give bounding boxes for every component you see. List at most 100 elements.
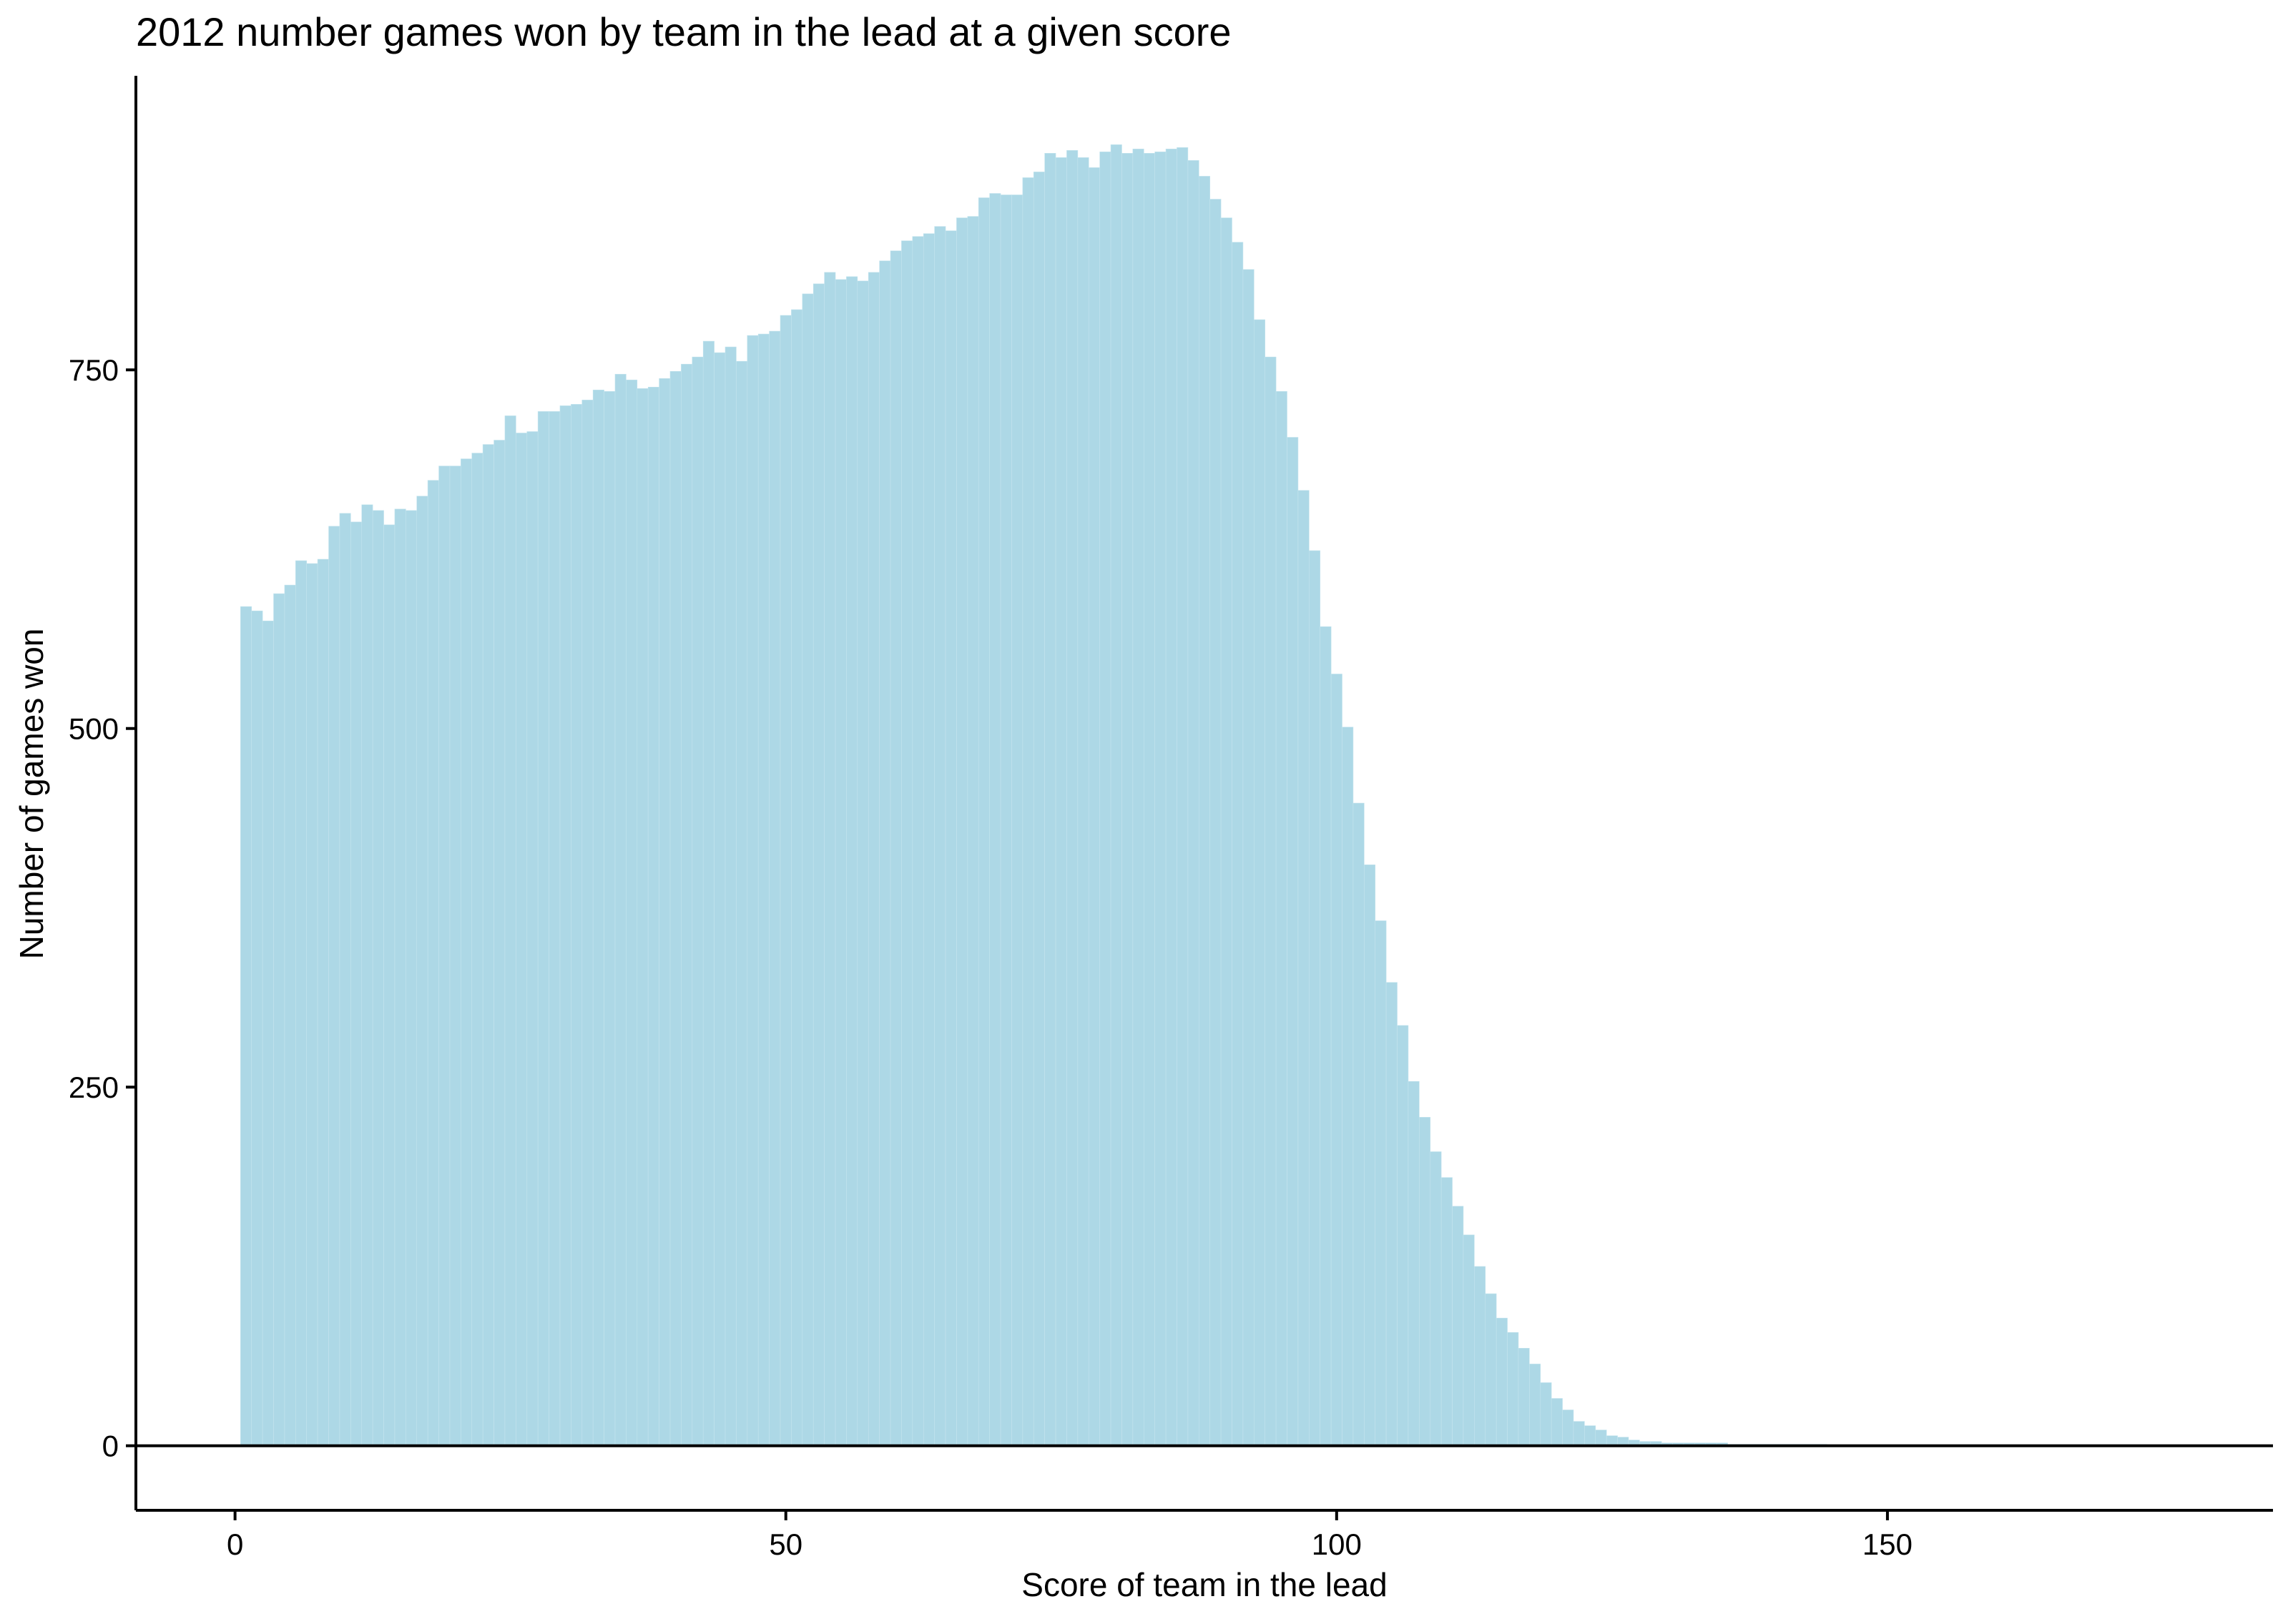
- histogram-bar: [637, 388, 649, 1447]
- histogram-bar: [1419, 1117, 1431, 1447]
- histogram-bar: [1452, 1206, 1464, 1447]
- histogram-bar: [934, 226, 946, 1447]
- histogram-bar: [350, 521, 363, 1447]
- histogram-bar: [835, 279, 847, 1447]
- histogram-bar: [747, 335, 759, 1447]
- histogram-bar: [571, 404, 583, 1447]
- histogram-bar: [1385, 982, 1398, 1447]
- histogram-bar: [416, 496, 428, 1447]
- histogram-bar: [956, 217, 968, 1447]
- histogram-bar: [262, 620, 274, 1447]
- histogram-bar: [516, 433, 528, 1447]
- histogram-bar: [846, 276, 858, 1447]
- histogram-bar: [1022, 177, 1034, 1447]
- histogram-bar: [1132, 149, 1144, 1447]
- histogram-bar: [427, 480, 439, 1447]
- histogram-bar: [945, 230, 957, 1447]
- histogram-bar: [1242, 269, 1255, 1447]
- histogram-bar: [812, 283, 825, 1447]
- histogram-bar: [1165, 149, 1177, 1447]
- histogram-bar: [372, 510, 384, 1447]
- histogram-bar: [1287, 437, 1299, 1447]
- histogram-bar: [1011, 195, 1023, 1447]
- histogram-bar: [736, 360, 748, 1447]
- histogram-bar: [549, 411, 561, 1447]
- histogram-bar: [901, 240, 913, 1447]
- histogram-bar: [461, 458, 473, 1447]
- histogram-bar: [1044, 153, 1056, 1447]
- histogram-bar: [526, 431, 539, 1447]
- histogram-bar: [537, 411, 549, 1447]
- histogram-bar: [912, 236, 924, 1447]
- histogram-bar: [1177, 147, 1189, 1447]
- histogram-bar: [1352, 802, 1365, 1447]
- histogram-bar: [1375, 920, 1387, 1447]
- y-tick-label: 500: [69, 712, 119, 746]
- histogram-bar: [1562, 1409, 1574, 1447]
- chart-title: 2012 number games won by team in the lea…: [136, 9, 1232, 54]
- histogram-bar: [1297, 490, 1310, 1447]
- histogram-bar: [559, 405, 571, 1447]
- x-tick-label: 50: [769, 1527, 802, 1561]
- histogram-bar: [482, 444, 494, 1447]
- histogram-bar: [306, 563, 318, 1447]
- histogram-bar: [923, 233, 935, 1447]
- histogram-bar: [1265, 356, 1277, 1447]
- histogram-bar: [1199, 176, 1211, 1447]
- histogram-bar: [1518, 1348, 1530, 1447]
- histogram-bar: [978, 197, 990, 1447]
- x-tick-label: 150: [1862, 1527, 1913, 1561]
- histogram-bar: [1364, 865, 1376, 1447]
- histogram-bar: [1000, 195, 1012, 1447]
- histogram-bar: [1143, 153, 1155, 1447]
- ticks-group: 0 50 100 150 0 250 500 750: [69, 353, 1913, 1561]
- x-tick-label: 0: [227, 1527, 243, 1561]
- histogram-bar: [284, 584, 296, 1447]
- histogram-bar: [1232, 242, 1244, 1447]
- histogram-bar: [681, 363, 693, 1447]
- histogram-bar: [1055, 157, 1067, 1447]
- histogram-bar: [592, 390, 604, 1447]
- histogram-bar: [702, 340, 715, 1447]
- histogram-bar: [438, 466, 451, 1447]
- histogram-bar: [647, 386, 659, 1447]
- histogram-bar: [659, 378, 671, 1447]
- histogram-bar: [1121, 153, 1134, 1447]
- y-tick-label: 750: [69, 353, 119, 387]
- histogram-bar: [1254, 319, 1266, 1447]
- histogram-bar: [1088, 167, 1100, 1447]
- histogram-bar: [890, 250, 902, 1447]
- histogram-bar: [669, 370, 682, 1447]
- histogram-bar: [1320, 626, 1332, 1447]
- histogram-bar: [1496, 1317, 1508, 1447]
- bars-group: [240, 144, 1827, 1447]
- histogram-bar: [757, 333, 770, 1447]
- histogram-bar: [1573, 1421, 1585, 1447]
- histogram-bar: [1330, 674, 1342, 1447]
- histogram-bar: [1033, 172, 1045, 1447]
- histogram-bar: [1408, 1081, 1420, 1447]
- histogram-bar: [361, 504, 373, 1447]
- histogram-bar: [824, 272, 836, 1447]
- histogram-bar: [1595, 1429, 1607, 1447]
- x-axis-label: Score of team in the lead: [1021, 1566, 1387, 1603]
- histogram-bar: [1110, 144, 1122, 1447]
- histogram-bar: [1077, 157, 1089, 1447]
- histogram-bar: [1209, 199, 1222, 1447]
- histogram-bar: [273, 593, 285, 1447]
- histogram-bar: [1154, 152, 1167, 1447]
- histogram-bar: [581, 400, 594, 1447]
- histogram-bar: [1430, 1151, 1442, 1447]
- histogram-bar: [780, 315, 792, 1447]
- histogram-bar: [868, 272, 880, 1447]
- histogram-bar: [1066, 150, 1079, 1447]
- histogram-bar: [802, 293, 814, 1447]
- histogram-bar: [604, 391, 616, 1447]
- y-tick-label: 250: [69, 1071, 119, 1104]
- histogram-bar: [240, 606, 252, 1447]
- histogram-bar: [1440, 1177, 1453, 1447]
- axes-group: [134, 76, 2273, 1512]
- histogram-bar: [406, 510, 418, 1447]
